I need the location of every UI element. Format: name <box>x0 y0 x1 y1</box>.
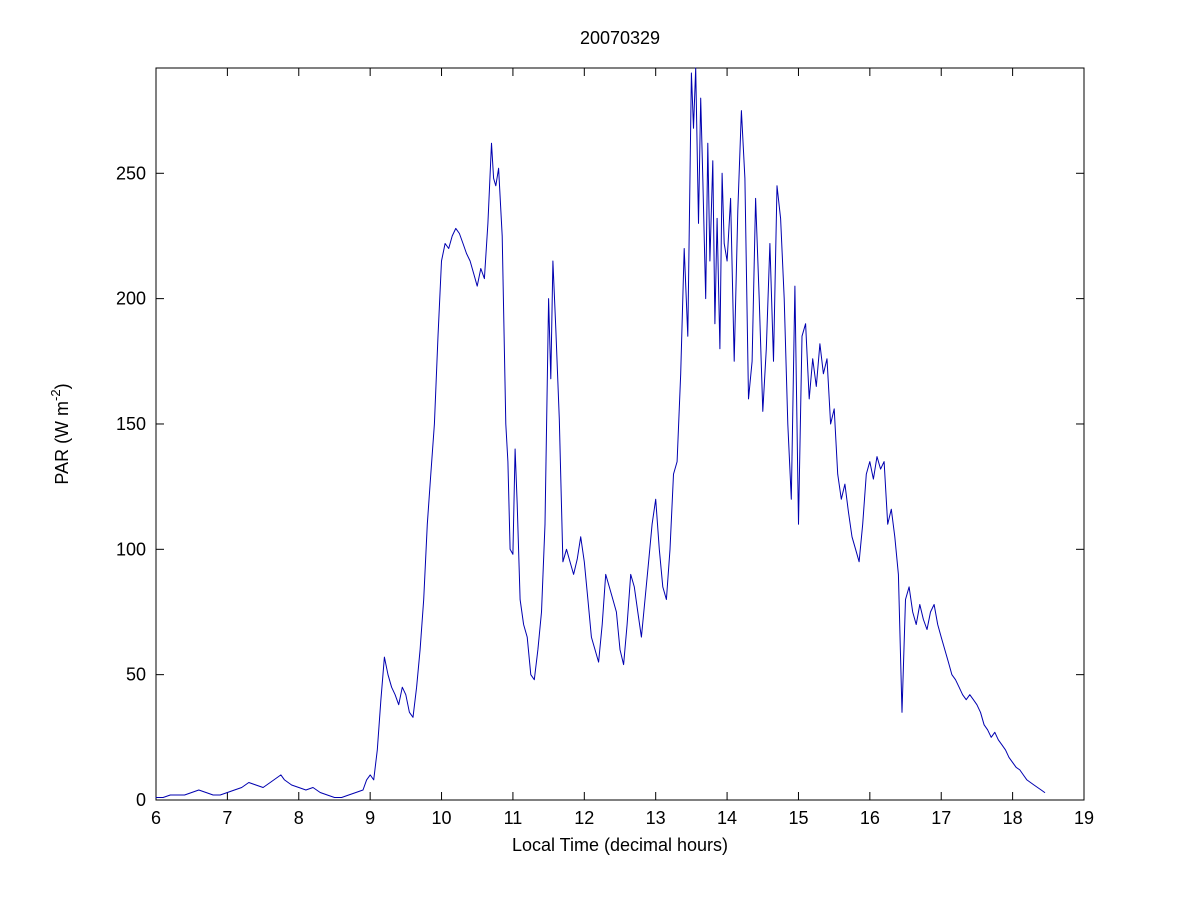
y-tick-label: 100 <box>116 539 146 559</box>
axis-ticks <box>155 68 1085 801</box>
chart-title: 20070329 <box>580 28 660 48</box>
x-tick-label: 18 <box>1003 808 1023 828</box>
y-axis-label-superscript: -2 <box>48 389 63 401</box>
y-axis-label: PAR (W m-2) <box>48 383 72 484</box>
x-tick-label: 17 <box>931 808 951 828</box>
x-tick-label: 13 <box>646 808 666 828</box>
y-tick-label: 200 <box>116 289 146 309</box>
x-tick-label: 6 <box>151 808 161 828</box>
y-tick-label: 150 <box>116 414 146 434</box>
x-tick-label: 7 <box>222 808 232 828</box>
axis-tick-labels: 6 7 8 9 10 11 12 13 14 15 16 17 18 19 0 50 100 150 200 250 <box>116 163 1094 828</box>
x-tick-label: 10 <box>432 808 452 828</box>
x-axis-label: Local Time (decimal hours) <box>512 835 728 855</box>
x-tick-label: 19 <box>1074 808 1094 828</box>
data-series <box>155 67 1046 798</box>
y-axis-label-base: PAR (W m <box>52 401 72 485</box>
x-tick-label: 12 <box>574 808 594 828</box>
y-axis-label-close: ) <box>52 383 72 389</box>
plot-border <box>155 67 1085 801</box>
x-tick-label: 11 <box>504 808 523 828</box>
y-tick-label: 50 <box>126 665 146 685</box>
x-tick-label: 15 <box>788 808 808 828</box>
y-tick-label: 250 <box>116 163 146 183</box>
x-tick-label: 14 <box>717 808 737 828</box>
y-tick-label: 0 <box>136 790 146 810</box>
x-tick-label: 8 <box>294 808 304 828</box>
x-tick-label: 9 <box>365 808 375 828</box>
x-tick-label: 16 <box>860 808 880 828</box>
par-data-line <box>155 67 1046 798</box>
